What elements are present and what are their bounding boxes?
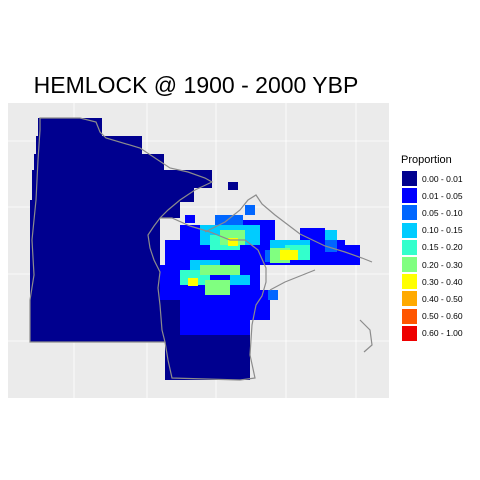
grid-cell (220, 230, 245, 245)
grid-cell (185, 215, 195, 223)
minnesota-boundary (29, 117, 214, 343)
legend-label: 0.05 - 0.10 (422, 207, 463, 218)
grid-cell (228, 182, 238, 190)
legend-label: 0.40 - 0.50 (422, 293, 463, 304)
legend-title: Proportion (401, 154, 452, 166)
legend-swatch (401, 170, 418, 188)
grid-cell (245, 205, 255, 215)
legend-label: 0.20 - 0.30 (422, 259, 463, 270)
grid-cell (165, 335, 250, 380)
legend-item: 0.20 - 0.30 (401, 256, 463, 274)
grid-cell (280, 250, 298, 260)
legend-label: 0.50 - 0.60 (422, 311, 463, 322)
grid-cell (325, 230, 337, 240)
map-title: HEMLOCK @ 1900 - 2000 YBP (33, 72, 359, 98)
grid-cell (30, 216, 160, 326)
legend-swatch (401, 290, 418, 308)
grid-cell (250, 290, 270, 320)
grid-cell (268, 290, 278, 300)
grid-cell (36, 136, 142, 156)
lower-michigan-boundary (359, 319, 373, 353)
legend-item: 0.60 - 1.00 (401, 324, 463, 342)
legend-item: 0.50 - 0.60 (401, 307, 463, 325)
legend-swatch (401, 256, 418, 274)
legend-item: 0.10 - 0.15 (401, 221, 463, 239)
grid-cell (340, 245, 360, 265)
legend-swatch (401, 204, 418, 222)
legend-label: 0.01 - 0.05 (422, 190, 463, 201)
grid-cell (30, 200, 180, 218)
legend-item: 0.05 - 0.10 (401, 204, 463, 222)
grid-cell (34, 154, 164, 172)
legend-swatch (401, 187, 418, 205)
legend-swatch (401, 273, 418, 291)
grid-cell (300, 228, 325, 243)
grid-cell (32, 170, 212, 188)
grid-cell (158, 210, 168, 218)
grid-cell (230, 275, 250, 285)
legend-label: 0.30 - 0.40 (422, 276, 463, 287)
legend-label: 0.10 - 0.15 (422, 225, 463, 236)
legend-item: 0.00 - 0.01 (401, 170, 463, 188)
legend-label: 0.15 - 0.20 (422, 242, 463, 253)
grid-cell (30, 324, 165, 342)
lake-michigan-shore (269, 269, 316, 291)
legend: Proportion 0.00 - 0.01 0.01 - 0.05 0.05 … (401, 154, 463, 342)
grid-cell (228, 238, 238, 246)
legend-swatch (401, 307, 418, 325)
legend-items: 0.00 - 0.01 0.01 - 0.05 0.05 - 0.10 0.10… (401, 170, 463, 342)
grid-cell (205, 280, 230, 295)
grid-cell (200, 265, 240, 275)
grid-cell (38, 118, 102, 138)
legend-label: 0.60 - 1.00 (422, 328, 463, 339)
legend-item: 0.40 - 0.50 (401, 290, 463, 308)
legend-item: 0.15 - 0.20 (401, 238, 463, 256)
grid-cell (32, 186, 194, 202)
legend-item: 0.01 - 0.05 (401, 187, 463, 205)
grid-cell (180, 295, 250, 335)
legend-item: 0.30 - 0.40 (401, 273, 463, 291)
legend-label: 0.00 - 0.01 (422, 173, 463, 184)
legend-swatch (401, 238, 418, 256)
legend-swatch (401, 221, 418, 239)
michigan-up-boundary (204, 194, 373, 263)
state-boundaries (29, 117, 373, 381)
grid-cell (188, 278, 198, 286)
grid-cell (160, 300, 180, 340)
legend-swatch (401, 324, 418, 342)
